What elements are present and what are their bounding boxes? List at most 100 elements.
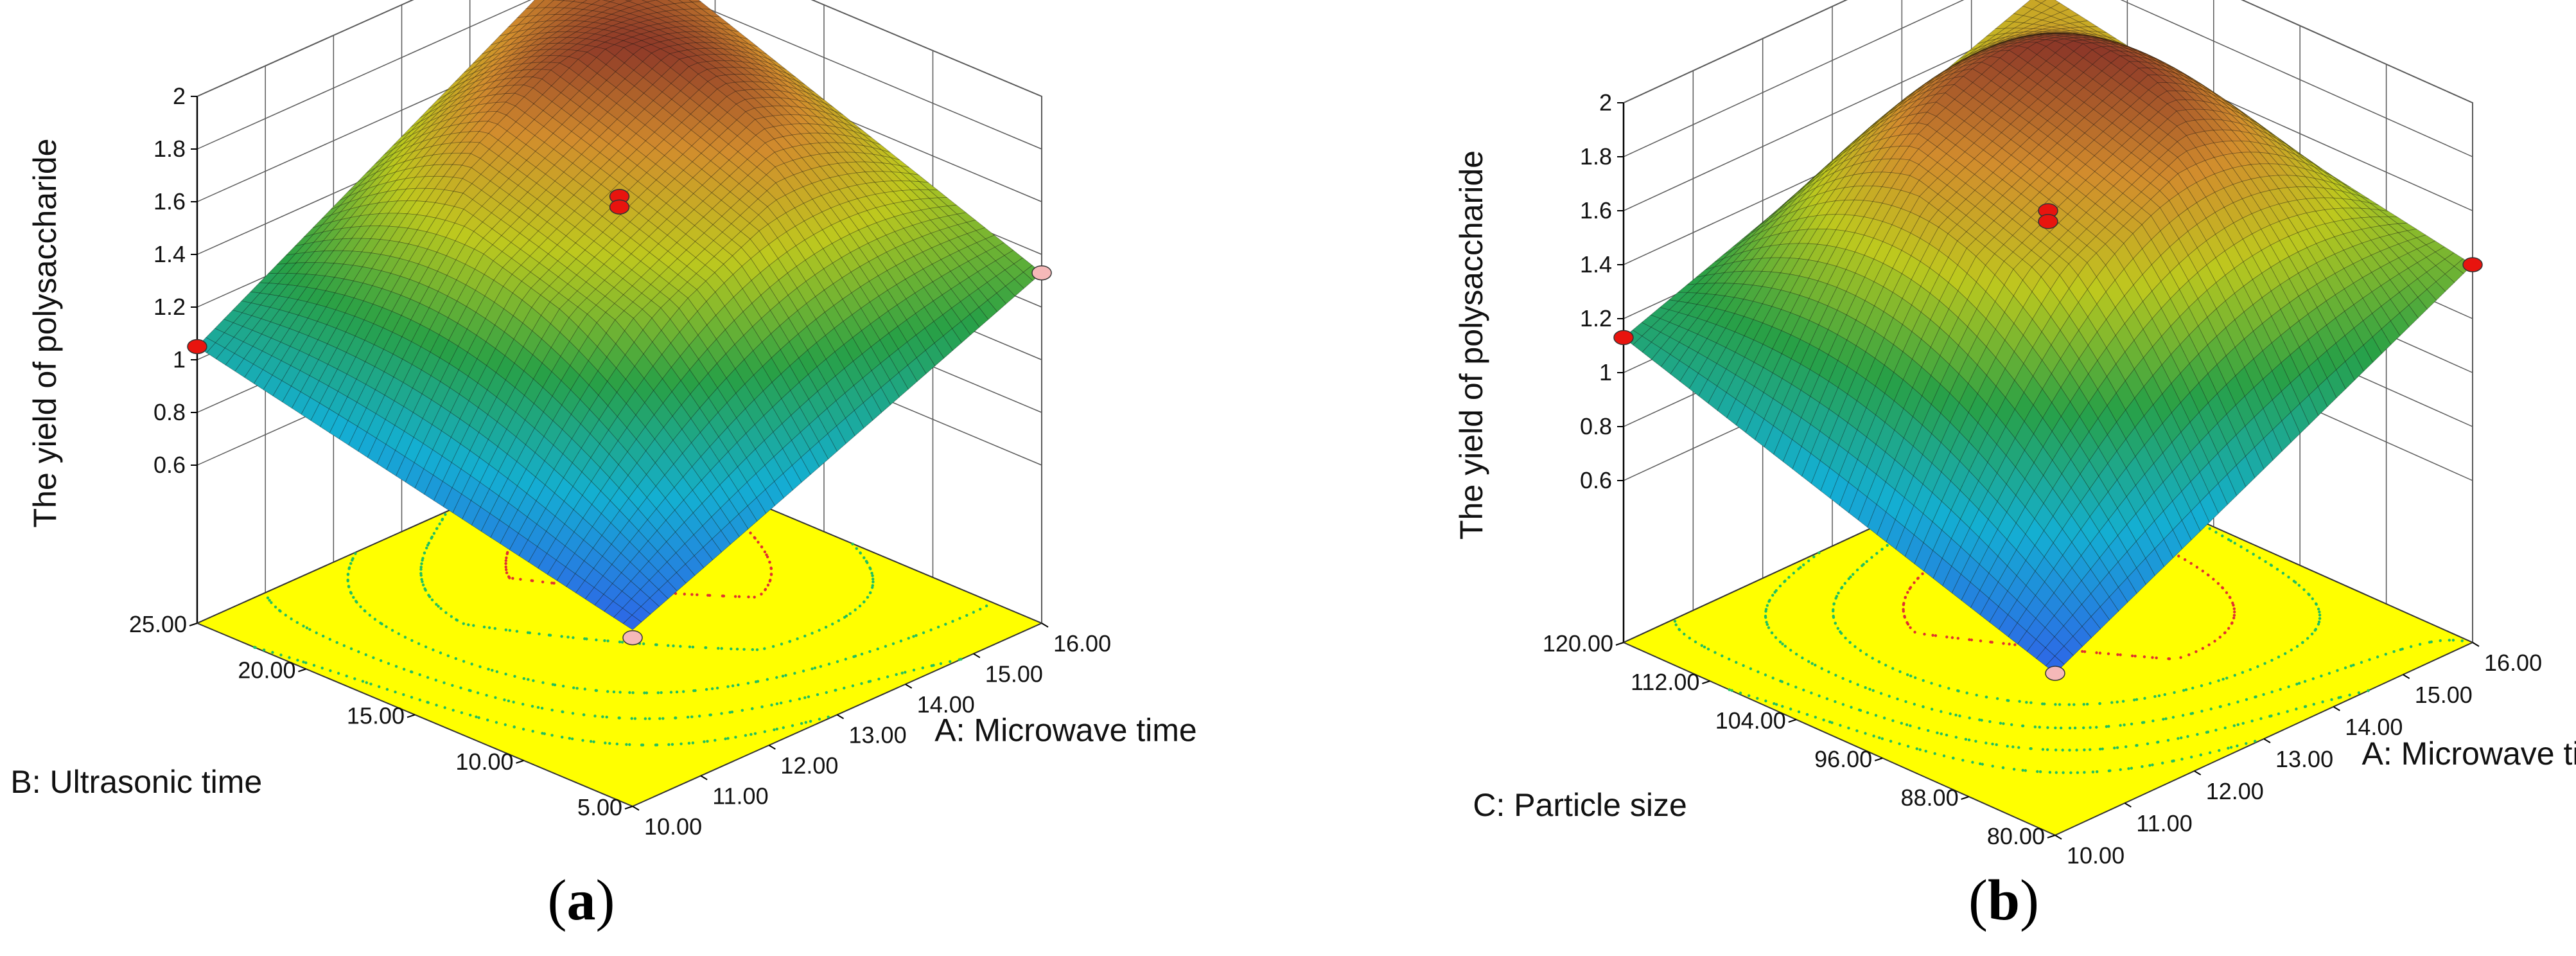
contour-level-point xyxy=(2275,567,2279,571)
contour-level-point xyxy=(1886,544,1889,547)
surface-cell xyxy=(631,276,651,294)
surface-cell xyxy=(622,37,643,44)
contour-level-point xyxy=(2010,723,2013,727)
contour-level-point xyxy=(895,673,898,677)
contour-level-point xyxy=(662,717,665,720)
contour-level-point xyxy=(672,644,675,648)
contour-level-point xyxy=(944,623,947,626)
contour-level-point xyxy=(760,592,763,596)
surface-cell xyxy=(498,478,518,504)
contour-level-point xyxy=(511,577,514,580)
contour-level-point xyxy=(426,676,430,679)
contour-level-point xyxy=(475,715,478,719)
surface-cell xyxy=(789,92,808,103)
surface-cell xyxy=(588,73,608,90)
surface-cell xyxy=(243,330,263,347)
surface-cell xyxy=(827,425,846,452)
surface-cell xyxy=(834,321,854,345)
surface-cell xyxy=(536,508,556,532)
surface-cell xyxy=(507,137,527,154)
contour-level-point xyxy=(760,545,764,549)
contour-level-point xyxy=(2054,726,2057,730)
contour-level-point xyxy=(2013,643,2017,646)
contour-level-point xyxy=(472,624,475,627)
contour-level-point xyxy=(696,593,699,596)
contour-level-point xyxy=(675,690,679,694)
surface-cell xyxy=(803,216,823,235)
surface-cell xyxy=(502,242,521,259)
x-tick-mark xyxy=(768,745,776,750)
contour-level-point xyxy=(507,575,511,578)
surface-cell xyxy=(616,354,635,380)
surface-cell xyxy=(726,368,746,394)
contour-level-point xyxy=(951,619,954,623)
contour-level-point xyxy=(469,713,472,717)
contour-level-point xyxy=(1921,572,1924,576)
contour-level-point xyxy=(2190,756,2193,759)
surface-cell xyxy=(590,443,609,468)
contour-level-point xyxy=(958,658,961,661)
surface-cell xyxy=(600,500,620,524)
contour-level-point xyxy=(2287,685,2290,689)
contour-level-point xyxy=(2321,700,2324,704)
contour-level-point xyxy=(355,599,358,603)
contour-level-point xyxy=(1945,733,1949,737)
contour-level-point xyxy=(1700,644,1703,647)
surface-cell xyxy=(631,245,651,262)
contour-level-point xyxy=(527,678,530,681)
surface-cell xyxy=(838,173,858,188)
contour-level-point xyxy=(1891,719,1895,722)
contour-level-point xyxy=(2164,717,2168,720)
contour-level-point xyxy=(604,741,607,745)
contour-level-point xyxy=(922,631,925,634)
surface-cell xyxy=(396,177,416,191)
contour-level-point xyxy=(870,572,873,575)
surface-cell xyxy=(602,19,623,26)
contour-level-point xyxy=(2130,722,2134,726)
surface-cell xyxy=(335,278,355,296)
contour-level-point xyxy=(2146,742,2150,745)
surface-cell xyxy=(806,96,826,108)
contour-level-point xyxy=(1799,565,1802,569)
contour-level-point xyxy=(312,664,316,667)
contour-level-point xyxy=(357,650,360,653)
surface-cell xyxy=(637,474,656,499)
contour-level-point xyxy=(2006,745,2009,748)
surface-cell xyxy=(740,51,760,61)
surface-cell xyxy=(518,208,538,225)
contour-level-point xyxy=(585,637,588,641)
contour-level-point xyxy=(2166,739,2170,742)
contour-level-point xyxy=(2200,709,2204,713)
surface-cell xyxy=(457,306,477,330)
contour-level-point xyxy=(2141,721,2144,724)
surface-cell xyxy=(845,410,864,436)
surface-cell xyxy=(786,73,805,85)
contour-level-point xyxy=(495,670,499,673)
contour-level-point xyxy=(2095,725,2098,729)
surface-cell xyxy=(597,80,617,97)
contour-level-point xyxy=(1968,716,1971,720)
contour-level-point xyxy=(1923,632,1926,636)
contour-level-point xyxy=(2201,647,2204,650)
surface-cell xyxy=(566,31,586,39)
contour-level-point xyxy=(618,691,622,694)
contour-level-point xyxy=(1847,577,1850,580)
contour-level-point xyxy=(827,715,830,719)
contour-level-point xyxy=(1728,657,1731,661)
surface-cell xyxy=(368,191,389,205)
contour-level-point xyxy=(2302,588,2306,591)
contour-level-point xyxy=(1985,695,1988,699)
surface-cell xyxy=(462,183,482,200)
surface-cell xyxy=(543,117,563,134)
contour-level-point xyxy=(1875,552,1879,555)
surface-cell xyxy=(598,111,618,128)
contour-level-point xyxy=(1840,586,1844,589)
surface-cell xyxy=(561,99,581,116)
contour-level-point xyxy=(2059,726,2063,730)
surface-cell xyxy=(881,149,900,161)
surface-cell xyxy=(389,242,409,259)
surface-cell xyxy=(604,601,624,618)
contour-level-point xyxy=(864,560,868,563)
surface-cell xyxy=(638,19,660,26)
contour-level-point xyxy=(807,695,810,698)
